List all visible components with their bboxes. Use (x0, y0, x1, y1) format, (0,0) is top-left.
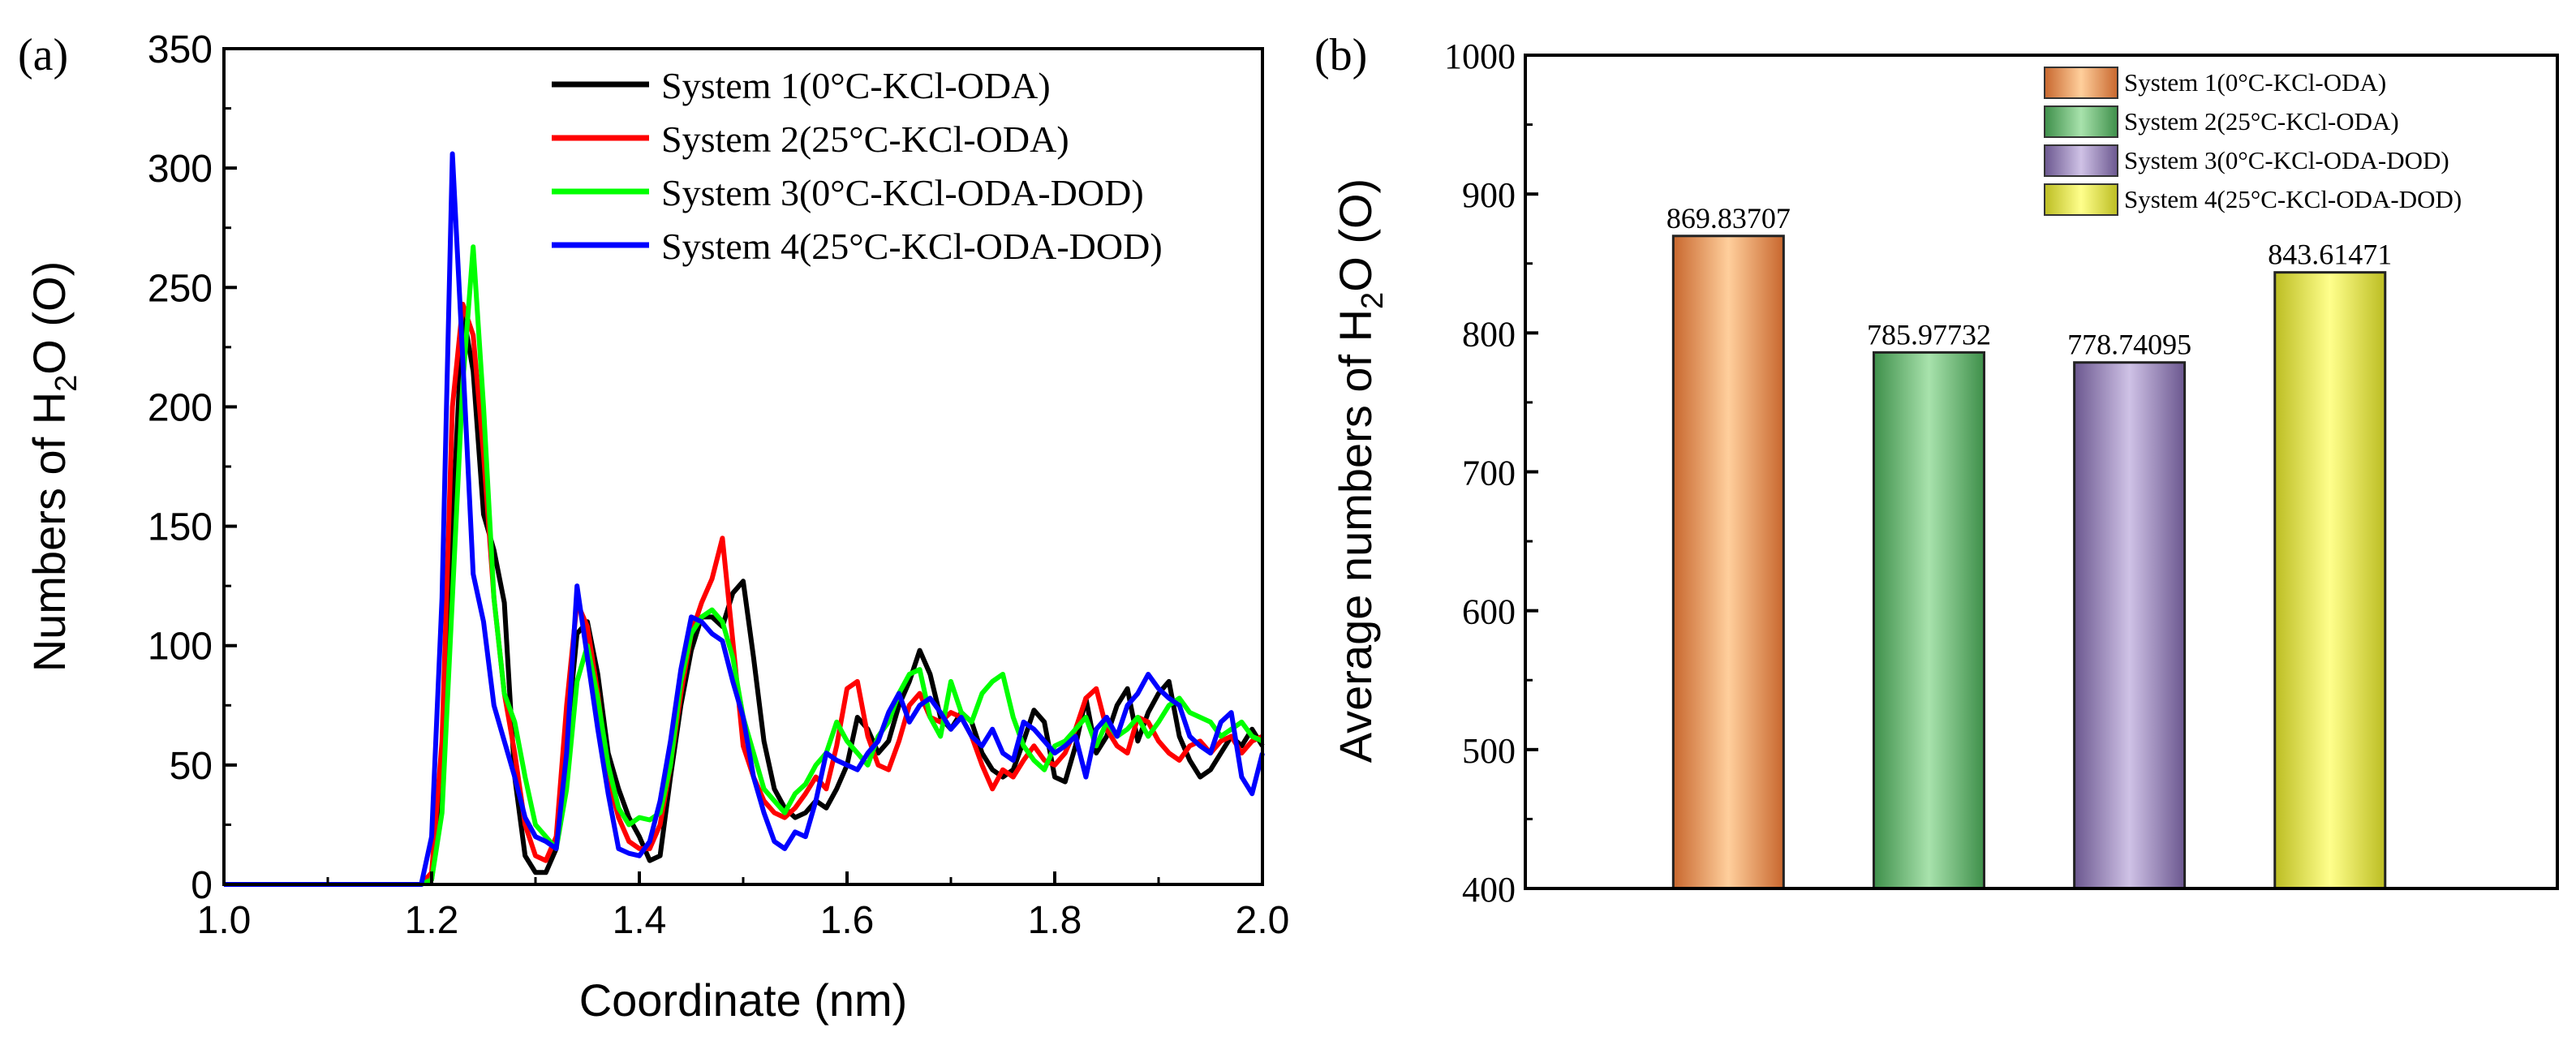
panel-b-legend: System 1(0°C-KCl-ODA) System 2(25°C-KCl-… (2044, 67, 2462, 216)
panel-a-x-axis: 1.0 1.2 1.4 1.6 1.8 2.0 (197, 871, 1290, 942)
x-tick-label: 1.0 (197, 899, 252, 942)
y-tick-label: 700 (1462, 454, 1516, 493)
bar-4 (2273, 271, 2387, 890)
legend-a-label-2: System 2(25°C-KCl-ODA) (661, 118, 1069, 160)
x-tick-label: 2.0 (1236, 899, 1290, 942)
bar-3 (2073, 361, 2187, 890)
x-tick-label: 1.4 (613, 899, 667, 942)
legend-a-label-1: System 1(0°C-KCl-ODA) (661, 65, 1051, 106)
panel-a-y-label-main: Numbers of H (24, 392, 75, 672)
panel-a-y-label-subscript: 2 (49, 375, 84, 392)
x-tick-label: 1.6 (820, 899, 875, 942)
y-tick-label: 150 (148, 506, 213, 549)
panel-b-y-axis-label: Average numbers of H2O (O) (1330, 179, 1390, 763)
series-line-3 (224, 244, 1264, 887)
panel-b-y-label-main: Average numbers of H (1330, 309, 1381, 763)
y-tick-label: 100 (148, 626, 213, 669)
bar-value-label-2: 785.97732 (1867, 318, 1991, 351)
y-tick-label: 1000 (1444, 37, 1516, 76)
panel-a-y-axis: 0 50 100 150 200 250 300 350 (148, 28, 237, 907)
panel-b-y-label-subscript: 2 (1356, 292, 1390, 309)
y-tick-label: 900 (1462, 175, 1516, 215)
legend-b-label-2: System 2(25°C-KCl-ODA) (2124, 107, 2399, 136)
panel-a-x-axis-label: Coordinate (nm) (579, 974, 908, 1026)
legend-b-swatch-2 (2044, 105, 2118, 138)
panel-a-legend: System 1(0°C-KCl-ODA) System 2(25°C-KCl-… (552, 65, 1163, 267)
bar-2 (1872, 351, 1985, 890)
panel-a-label: (a) (18, 30, 68, 80)
bar-value-label-3: 778.74095 (2067, 329, 2191, 361)
y-tick-label: 250 (148, 267, 213, 310)
panel-a: (a) 1.0 1.2 1.4 1.6 1.8 2.0 0 50 100 150 200 250 30… (18, 28, 1289, 1026)
series-line-1 (224, 308, 1265, 887)
y-tick-label: 300 (148, 148, 213, 191)
y-tick-label: 600 (1462, 592, 1516, 632)
legend-b-swatch-1 (2044, 67, 2118, 99)
panel-b-label: (b) (1314, 30, 1367, 80)
bar-value-label-1: 869.83707 (1666, 202, 1791, 234)
y-tick-label: 50 (170, 745, 213, 788)
bar-1 (1671, 234, 1785, 890)
bar-value-label-4: 843.61471 (2268, 239, 2392, 271)
legend-b-label-4: System 4(25°C-KCl-ODA-DOD) (2124, 185, 2462, 213)
panel-a-y-axis-label: Numbers of H2O (O) (24, 261, 84, 673)
series-line-4 (224, 151, 1265, 887)
panel-b: (b) 869.83707 785.97732 778.74095 843.61471… (1314, 30, 2559, 910)
panel-b-y-label-end: O (O) (1330, 179, 1381, 292)
legend-b-swatch-4 (2044, 183, 2118, 216)
y-tick-label: 350 (148, 28, 213, 71)
panel-b-y-axis: 400 500 600 700 800 900 1000 (1444, 37, 1538, 910)
panel-a-series (224, 151, 1265, 887)
legend-b-label-1: System 1(0°C-KCl-ODA) (2124, 68, 2386, 97)
legend-b-label-3: System 3(0°C-KCl-ODA-DOD) (2124, 146, 2449, 174)
y-tick-label: 200 (148, 386, 213, 429)
y-tick-label: 800 (1462, 314, 1516, 354)
panel-b-bars: 869.83707 785.97732 778.74095 843.61471 (1666, 202, 2392, 890)
y-tick-label: 500 (1462, 731, 1516, 771)
y-tick-label: 400 (1462, 870, 1516, 910)
panel-a-y-label-end: O (O) (24, 261, 75, 375)
legend-a-label-4: System 4(25°C-KCl-ODA-DOD) (661, 226, 1163, 267)
x-tick-label: 1.2 (405, 899, 459, 942)
y-tick-label: 0 (191, 864, 213, 907)
x-tick-label: 1.8 (1028, 899, 1082, 942)
legend-a-label-3: System 3(0°C-KCl-ODA-DOD) (661, 172, 1144, 213)
legend-b-swatch-3 (2044, 144, 2118, 177)
